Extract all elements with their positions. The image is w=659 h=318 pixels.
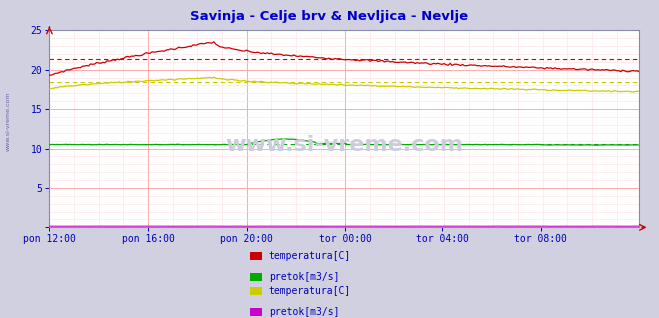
Text: pretok[m3/s]: pretok[m3/s] — [269, 272, 339, 282]
Text: Savinja - Celje brv & Nevljica - Nevlje: Savinja - Celje brv & Nevljica - Nevlje — [190, 10, 469, 23]
Text: www.si-vreme.com: www.si-vreme.com — [225, 135, 463, 155]
Text: pretok[m3/s]: pretok[m3/s] — [269, 307, 339, 317]
Text: temperatura[C]: temperatura[C] — [269, 252, 351, 261]
Text: www.si-vreme.com: www.si-vreme.com — [5, 91, 11, 151]
Text: temperatura[C]: temperatura[C] — [269, 287, 351, 296]
